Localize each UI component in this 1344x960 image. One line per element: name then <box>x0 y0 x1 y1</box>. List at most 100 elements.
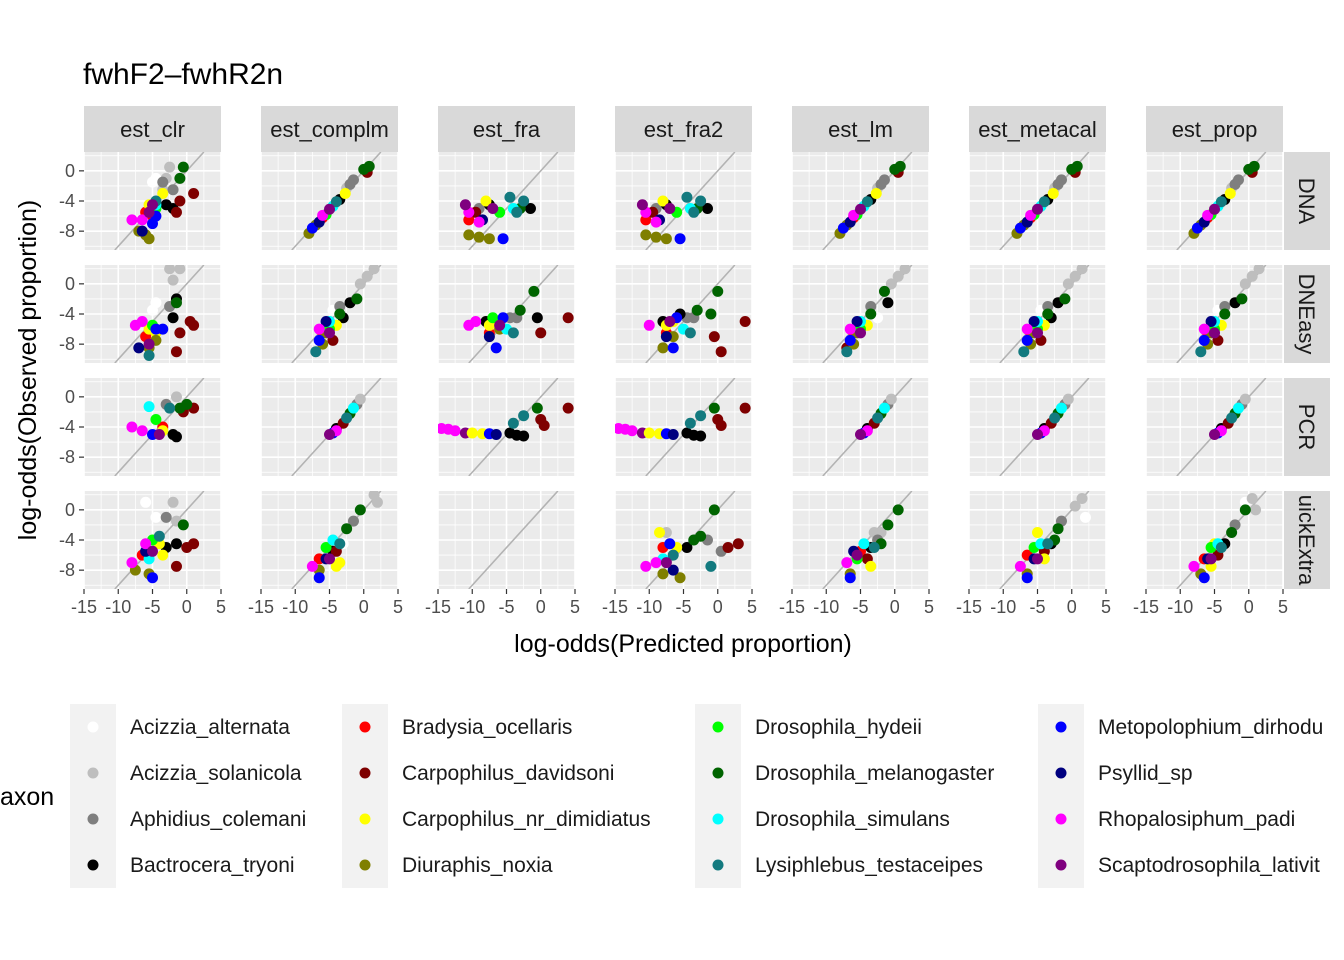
column-strip-label: est_metacal <box>978 117 1097 142</box>
data-point <box>524 203 536 215</box>
row-strip-label: uickExtra <box>1294 495 1319 586</box>
panel-est_fra2-DNEasy <box>614 265 753 363</box>
x-tick-label: 5 <box>747 597 757 617</box>
data-point <box>650 231 662 243</box>
data-point <box>1205 316 1217 328</box>
row-strip-label: PCR <box>1294 404 1319 450</box>
data-point <box>1021 334 1033 346</box>
data-point <box>1032 327 1043 339</box>
data-point <box>643 427 655 439</box>
panel-est_metacal-DNEasy <box>968 265 1107 363</box>
data-point <box>126 421 138 433</box>
data-point <box>136 425 148 437</box>
x-tick-label: -5 <box>1206 597 1222 617</box>
data-point <box>1195 346 1207 358</box>
data-point <box>354 504 366 516</box>
data-point <box>885 393 897 405</box>
data-point <box>150 413 162 425</box>
legend-swatch <box>87 859 99 871</box>
data-point <box>1226 412 1238 424</box>
data-point <box>487 312 499 324</box>
data-point <box>1236 293 1248 305</box>
data-point <box>640 229 652 241</box>
x-tick-label: 0 <box>536 597 546 617</box>
panel-est_fra2-PCR <box>614 378 753 476</box>
data-point <box>705 560 717 572</box>
panel-est_fra2-uickExtra <box>614 491 753 589</box>
data-point <box>640 214 652 226</box>
column-strip <box>792 106 929 152</box>
data-point <box>861 196 873 208</box>
x-tick-label: -15 <box>248 597 274 617</box>
data-point <box>483 233 495 245</box>
legend-swatch <box>712 859 724 871</box>
data-point <box>1248 160 1260 172</box>
data-point <box>1018 346 1030 358</box>
data-point <box>1071 160 1083 172</box>
data-point <box>507 417 519 429</box>
data-point <box>878 285 890 297</box>
legend-swatch <box>1055 767 1067 779</box>
data-point <box>170 538 182 550</box>
data-point <box>1021 572 1033 584</box>
data-point <box>480 195 492 207</box>
data-point <box>324 429 335 441</box>
data-point <box>1239 278 1251 290</box>
data-point <box>170 297 182 309</box>
panel-points <box>1209 393 1251 441</box>
data-point <box>1215 196 1227 208</box>
data-point <box>324 327 335 339</box>
data-point <box>483 331 495 343</box>
data-point <box>1229 178 1241 190</box>
data-point <box>674 572 686 584</box>
data-point <box>722 542 734 554</box>
data-point <box>490 342 502 354</box>
data-point <box>667 342 679 354</box>
x-tick-label: -15 <box>956 597 982 617</box>
data-point <box>674 233 686 245</box>
data-point <box>160 511 172 523</box>
data-point <box>1076 265 1088 275</box>
data-point <box>313 572 325 584</box>
data-point <box>177 519 189 531</box>
data-point <box>310 346 322 358</box>
y-axis-label: log-odds(Observed proportion) <box>14 200 42 540</box>
column-strip <box>1146 106 1283 152</box>
data-point <box>313 334 325 346</box>
data-point <box>174 265 186 275</box>
data-point <box>143 233 155 245</box>
data-point <box>1215 542 1227 554</box>
data-point <box>174 172 186 184</box>
data-point <box>1021 323 1033 335</box>
data-point <box>1049 412 1061 424</box>
data-point <box>170 206 182 218</box>
panel-points <box>640 504 744 584</box>
y-tick-label: -4 <box>59 304 75 324</box>
x-tick-label: -15 <box>602 597 628 617</box>
panel-est_fra-DNEasy <box>437 265 576 363</box>
data-point <box>1032 526 1043 538</box>
data-point <box>153 530 165 542</box>
legend-label: Drosophila_hydeii <box>755 716 922 739</box>
data-point <box>147 199 158 211</box>
data-point <box>463 214 475 226</box>
x-tick-label: -10 <box>105 597 131 617</box>
panel-points <box>1195 265 1265 358</box>
data-point <box>695 430 707 442</box>
column-strip-label: est_fra2 <box>644 117 724 142</box>
data-point <box>1219 300 1231 312</box>
x-tick-label: -5 <box>321 597 337 617</box>
data-point <box>657 342 669 354</box>
data-point <box>664 316 676 328</box>
data-point <box>324 553 335 565</box>
data-point <box>535 327 547 339</box>
data-point <box>143 349 155 361</box>
data-point <box>868 542 880 554</box>
panel-est_complm-uickExtra <box>260 491 399 589</box>
data-point <box>470 316 482 328</box>
data-point <box>347 402 359 414</box>
data-point <box>511 206 523 218</box>
x-tick-label: 5 <box>1101 597 1111 617</box>
legend-swatch <box>1055 859 1067 871</box>
panel-points <box>126 161 200 245</box>
